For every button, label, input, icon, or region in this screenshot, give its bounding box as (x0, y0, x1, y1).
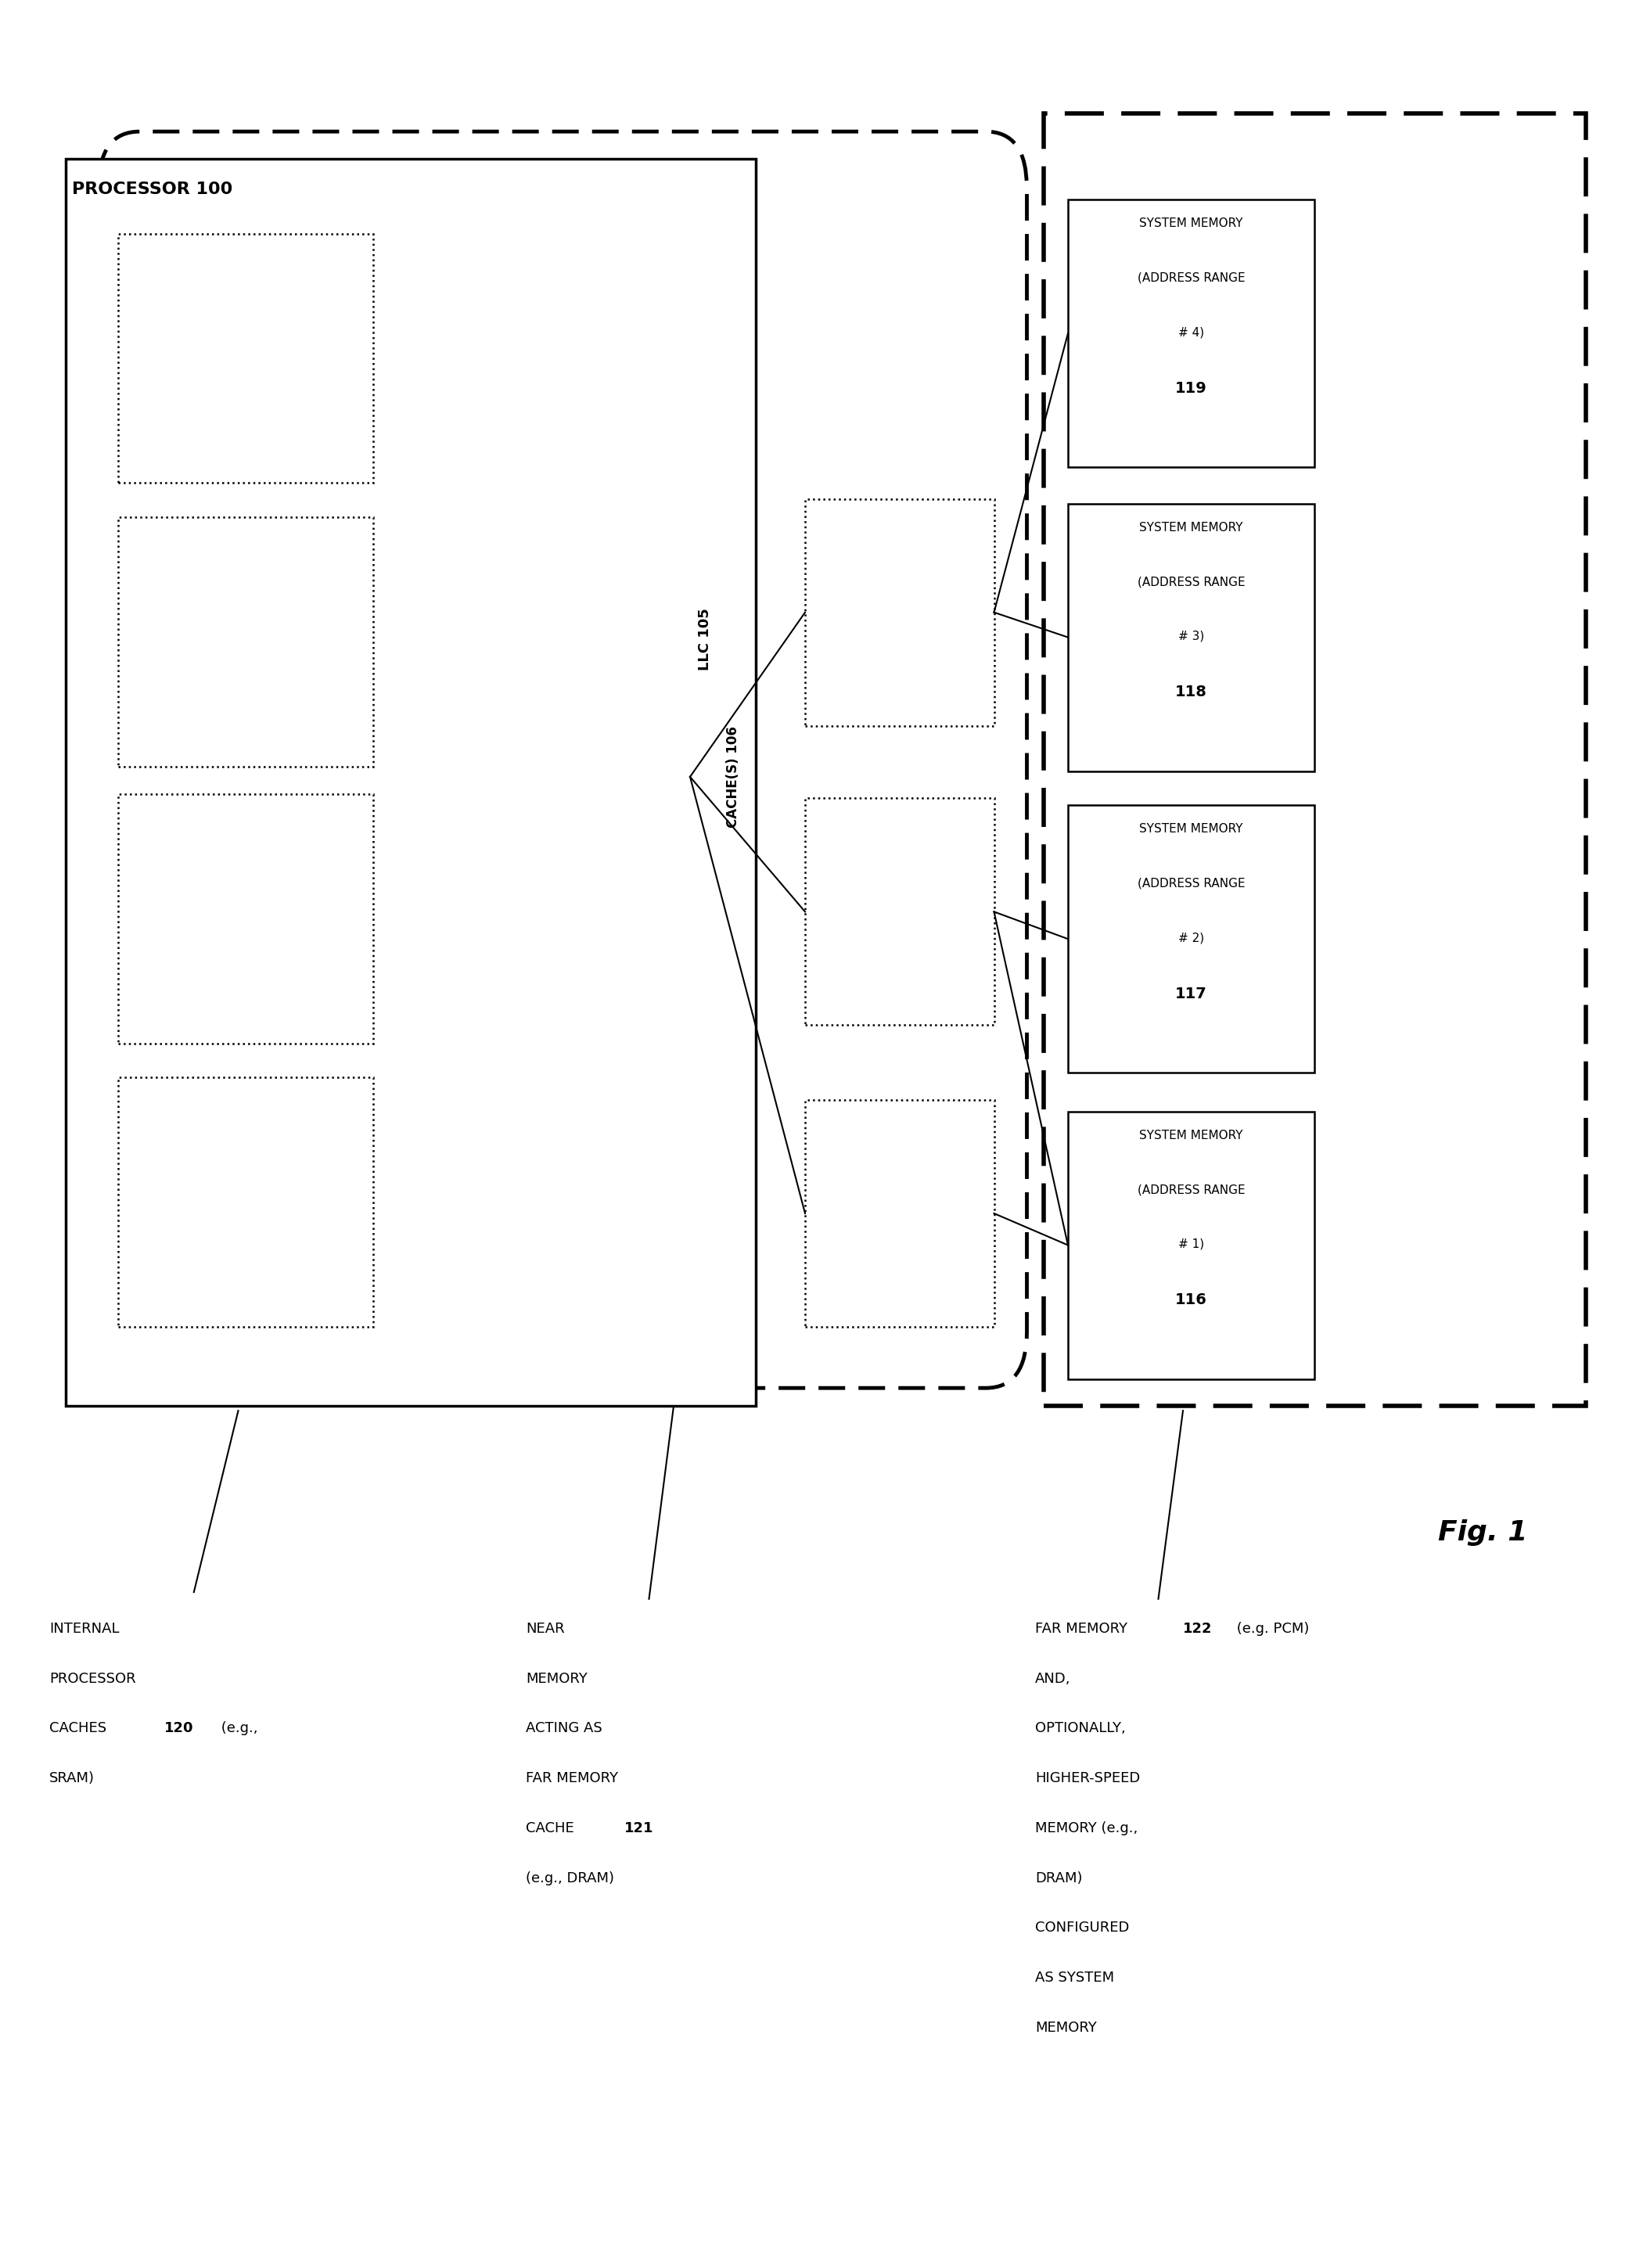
Text: # 3): # 3) (1178, 631, 1204, 642)
Text: FAR MEMORY: FAR MEMORY (1035, 1622, 1127, 1635)
Bar (161, 565, 223, 728)
Bar (66, 159, 756, 1406)
Text: SYSTEM MEMORY: SYSTEM MEMORY (1139, 1129, 1244, 1141)
Bar (118, 517, 373, 767)
Text: OPTIONALLY,: OPTIONALLY, (1035, 1721, 1125, 1735)
Text: L0 101a: L0 101a (187, 1182, 197, 1232)
Bar (118, 234, 373, 483)
Text: SRAM): SRAM) (49, 1771, 95, 1785)
Text: CACHE: CACHE (876, 882, 923, 896)
Text: L1 103b: L1 103b (269, 621, 279, 671)
Text: 119: 119 (1175, 381, 1208, 397)
Text: CACHE: CACHE (876, 1184, 923, 1198)
Text: MEMORY (e.g.,: MEMORY (e.g., (1035, 1821, 1137, 1835)
Bar (1068, 805, 1314, 1073)
Text: SYSTEM MEMORY: SYSTEM MEMORY (1139, 823, 1244, 835)
Text: (ADDRESS RANGE: (ADDRESS RANGE (1137, 576, 1245, 587)
Bar (805, 798, 994, 1025)
Text: L0 103a: L0 103a (187, 621, 197, 671)
Text: CORE 103: CORE 103 (125, 531, 196, 544)
Text: 120: 120 (164, 1721, 194, 1735)
Bar (243, 565, 306, 728)
Text: L1 101b: L1 101b (269, 1182, 279, 1232)
Text: CONFIGURED: CONFIGURED (1035, 1921, 1129, 1935)
Text: (ADDRESS RANGE: (ADDRESS RANGE (1137, 272, 1245, 284)
Text: L1 102b: L1 102b (269, 898, 279, 948)
Text: CORE 104: CORE 104 (125, 247, 196, 261)
Text: CORE 101: CORE 101 (125, 1091, 196, 1105)
Bar (805, 499, 994, 726)
Text: CACHE(S) 106: CACHE(S) 106 (726, 726, 741, 828)
Text: 107: 107 (882, 1247, 917, 1261)
Bar (243, 1125, 306, 1288)
Text: 108: 108 (882, 946, 917, 959)
Bar (243, 841, 306, 1005)
Text: (e.g., DRAM): (e.g., DRAM) (526, 1871, 614, 1885)
Text: L1 104b: L1 104b (269, 338, 279, 388)
Bar (567, 204, 690, 1349)
Text: 122: 122 (1183, 1622, 1213, 1635)
Bar (1068, 200, 1314, 467)
Text: (ADDRESS RANGE: (ADDRESS RANGE (1137, 878, 1245, 889)
Text: 118: 118 (1175, 685, 1208, 701)
Text: LLC 105: LLC 105 (698, 608, 713, 671)
Text: PROCESSOR 100: PROCESSOR 100 (72, 181, 233, 197)
Text: HIGHER-SPEED: HIGHER-SPEED (1035, 1771, 1140, 1785)
Text: # 1): # 1) (1178, 1238, 1204, 1250)
Bar (1043, 113, 1585, 1406)
Bar (161, 841, 223, 1005)
Text: ACTING AS: ACTING AS (526, 1721, 603, 1735)
Text: L0 104a: L0 104a (187, 338, 197, 388)
Text: SYSTEM MEMORY: SYSTEM MEMORY (1139, 522, 1244, 533)
Bar (161, 1125, 223, 1288)
Text: NEAR: NEAR (526, 1622, 565, 1635)
Bar (107, 204, 559, 1349)
Text: SYSTEM MEMORY: SYSTEM MEMORY (1139, 218, 1244, 229)
Text: CACHE: CACHE (526, 1821, 578, 1835)
Text: MEMORY: MEMORY (526, 1672, 588, 1685)
Text: 109: 109 (882, 646, 917, 660)
Text: 121: 121 (624, 1821, 654, 1835)
Text: INTERNAL: INTERNAL (49, 1622, 120, 1635)
Text: FAR MEMORY: FAR MEMORY (526, 1771, 618, 1785)
Text: L0 102a: L0 102a (187, 898, 197, 948)
Text: MEMORY: MEMORY (1035, 2021, 1098, 2034)
Bar (118, 794, 373, 1043)
Bar (161, 281, 223, 445)
Text: (e.g. PCM): (e.g. PCM) (1232, 1622, 1309, 1635)
Bar (805, 1100, 994, 1327)
Text: AND,: AND, (1035, 1672, 1071, 1685)
Text: Fig. 1: Fig. 1 (1438, 1520, 1526, 1547)
Bar (243, 281, 306, 445)
Text: DRAM): DRAM) (1035, 1871, 1083, 1885)
Text: 116: 116 (1175, 1293, 1208, 1309)
Text: # 2): # 2) (1178, 932, 1204, 943)
Text: # 4): # 4) (1178, 327, 1204, 338)
Text: CORE 102: CORE 102 (125, 807, 196, 821)
Bar (1068, 1111, 1314, 1379)
Text: (ADDRESS RANGE: (ADDRESS RANGE (1137, 1184, 1245, 1195)
Text: PROCESSOR: PROCESSOR (49, 1672, 136, 1685)
Text: CACHES: CACHES (49, 1721, 112, 1735)
Bar (1068, 503, 1314, 771)
Bar (118, 1077, 373, 1327)
Text: (e.g.,: (e.g., (217, 1721, 258, 1735)
Text: CACHE: CACHE (876, 583, 923, 596)
Text: AS SYSTEM: AS SYSTEM (1035, 1971, 1114, 1984)
Text: 117: 117 (1175, 987, 1208, 1002)
